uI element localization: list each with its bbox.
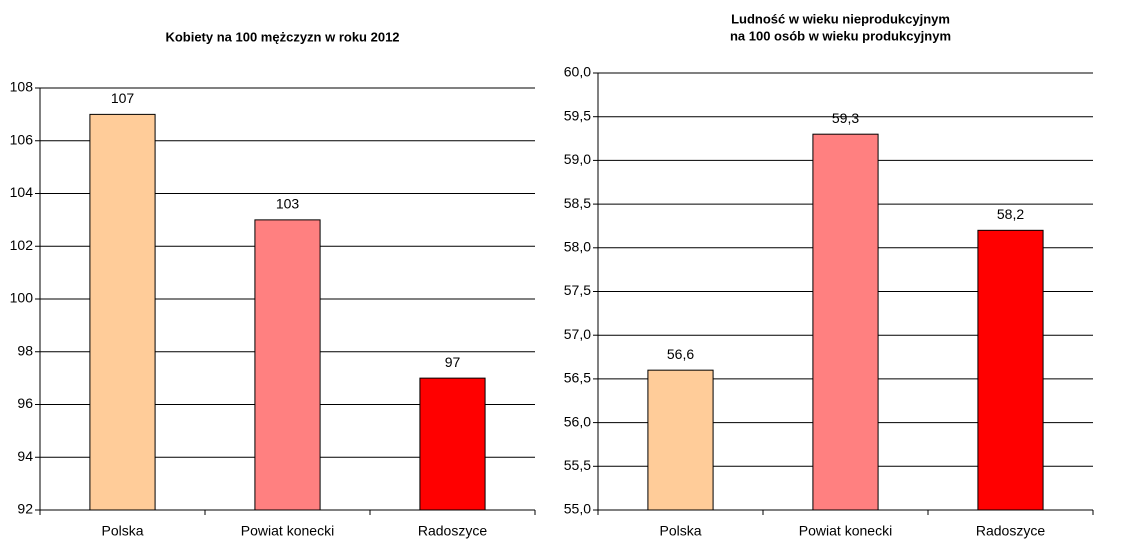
x-tick-label: Polska xyxy=(659,523,701,539)
x-tick-label: Radoszyce xyxy=(418,523,487,539)
x-tick-label: Powiat konecki xyxy=(241,523,334,539)
bar xyxy=(812,133,879,511)
value-label: 59,3 xyxy=(832,110,859,126)
y-tick-label: 98 xyxy=(17,342,33,358)
bar xyxy=(89,113,156,511)
chart-title: na 100 osób w wieku produkcyjnym xyxy=(730,28,951,43)
y-tick-label: 58,0 xyxy=(564,239,591,255)
chart-title: Kobiety na 100 mężczyzn w roku 2012 xyxy=(165,29,399,44)
x-tick-label: Powiat konecki xyxy=(799,523,892,539)
y-tick-label: 108 xyxy=(10,79,34,95)
y-tick-label: 57,0 xyxy=(564,326,591,342)
bar xyxy=(977,229,1044,511)
y-tick-label: 58,5 xyxy=(564,195,591,211)
y-tick-label: 55,0 xyxy=(564,501,591,517)
bar xyxy=(254,219,321,511)
value-label: 56,6 xyxy=(667,346,694,362)
chart-title: Ludność w wieku nieprodukcyjnym xyxy=(731,11,950,26)
y-tick-label: 56,5 xyxy=(564,370,591,386)
y-tick-label: 96 xyxy=(17,395,33,411)
y-tick-label: 57,5 xyxy=(564,282,591,298)
y-tick-label: 92 xyxy=(17,501,33,517)
value-label: 58,2 xyxy=(997,206,1024,222)
y-tick-label: 59,0 xyxy=(564,151,591,167)
y-tick-label: 56,0 xyxy=(564,413,591,429)
y-tick-label: 59,5 xyxy=(564,107,591,123)
bar xyxy=(647,369,714,511)
value-label: 103 xyxy=(276,196,300,212)
x-tick-label: Polska xyxy=(101,523,143,539)
bar xyxy=(419,377,486,511)
x-tick-label: Radoszyce xyxy=(976,523,1045,539)
y-tick-label: 55,5 xyxy=(564,457,591,473)
y-tick-label: 106 xyxy=(10,131,34,147)
y-tick-label: 102 xyxy=(10,237,34,253)
value-label: 97 xyxy=(445,354,461,370)
y-tick-label: 94 xyxy=(17,448,33,464)
y-tick-label: 100 xyxy=(10,290,34,306)
value-label: 107 xyxy=(111,90,135,106)
y-tick-label: 60,0 xyxy=(564,64,591,80)
y-tick-label: 104 xyxy=(10,184,34,200)
